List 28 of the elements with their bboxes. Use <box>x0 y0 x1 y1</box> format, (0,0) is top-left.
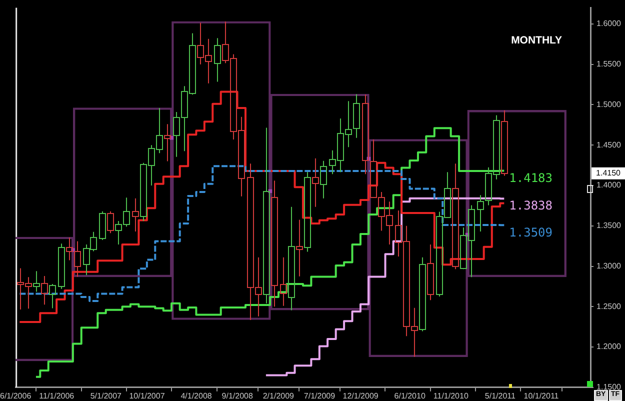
x-tick-label: 10/1/2011 <box>524 391 560 400</box>
y-tick-label: 1.6000 <box>596 19 622 28</box>
y-tick-label: 1.3500 <box>596 221 622 230</box>
y-tick-label: 1.2000 <box>596 342 622 352</box>
x-tick-label: 10/1/2007 <box>129 391 166 400</box>
y-tick-label: 1.1500 <box>596 382 622 392</box>
data-label: 1.3838 <box>509 198 553 213</box>
y-tick-label: 1.5000 <box>596 100 622 109</box>
x-tick-label: 6/1/2006 <box>0 391 32 400</box>
y-tick-label: 1.2500 <box>596 302 622 311</box>
x-tick-label: 11/1/2010 <box>433 391 469 400</box>
annotation: 1.4150 <box>596 168 622 178</box>
data-label: 1.3509 <box>509 225 553 240</box>
x-tick-label: 12/1/2009 <box>342 391 379 400</box>
x-tick-label: 7/1/2009 <box>304 391 336 400</box>
y-tick-label: 1.3000 <box>596 261 622 270</box>
x-tick-label: 5/1/2007 <box>90 391 122 400</box>
y-tick-label: 1.4000 <box>596 180 622 190</box>
y-tick-label: 1.4500 <box>596 140 622 150</box>
x-tick-label: 6/1/2010 <box>394 391 426 400</box>
data-label: 1.4183 <box>509 170 553 185</box>
text: MONTHLY <box>511 34 562 47</box>
x-tick-label: 11/1/2006 <box>39 391 75 400</box>
y-tick-label: 1.5500 <box>596 60 622 69</box>
x-tick-label: 9/1/2008 <box>222 391 254 400</box>
x-tick-label: 4/1/2008 <box>180 391 212 400</box>
x-tick-label: 5/1/2011 <box>484 391 516 400</box>
x-tick-label: 2/1/2009 <box>262 391 295 400</box>
